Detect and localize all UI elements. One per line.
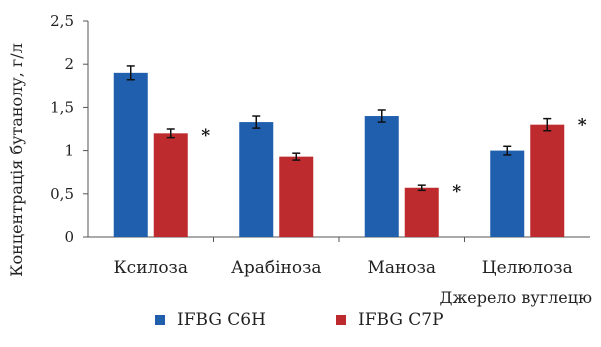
bar-ifbg-c7p	[404, 187, 439, 237]
legend-entry: IFBG C6H	[177, 310, 266, 330]
y-axis-label: Концентрація бутанолу, г/л	[7, 43, 26, 277]
significance-marker: *	[201, 126, 210, 146]
y-tick-label: 0	[64, 228, 74, 246]
legend-entry: IFBG C7P	[358, 310, 444, 330]
y-axis-ticks: 0 0,5 1 1,5 2 2,5	[50, 12, 88, 246]
bar-ifbg-c7p	[279, 156, 314, 237]
bars-group: * * *	[113, 65, 587, 237]
bar-ifbg-c6h	[364, 116, 399, 237]
y-tick-label: 2,5	[50, 12, 74, 30]
category-label: Арабіноза	[231, 258, 322, 278]
x-axis-label: Джерело вуглецю	[440, 288, 593, 307]
significance-marker: *	[452, 182, 461, 202]
y-tick-label: 1,5	[50, 98, 74, 116]
bar-ifbg-c7p	[530, 124, 565, 237]
category-label: Ксилоза	[114, 258, 188, 278]
bar-ifbg-c6h	[490, 150, 525, 237]
category-label: Целюлоза	[482, 258, 573, 278]
y-tick-label: 1	[64, 142, 74, 160]
legend-swatch	[336, 315, 346, 325]
legend-swatch	[155, 315, 165, 325]
bar-ifbg-c7p	[153, 133, 188, 237]
bar-ifbg-c6h	[239, 122, 274, 237]
legend: IFBG C6H IFBG C7P	[155, 310, 444, 330]
significance-marker: *	[578, 116, 587, 136]
y-tick-label: 2	[64, 55, 74, 73]
category-labels: Ксилоза Арабіноза Маноза Целюлоза	[114, 237, 573, 278]
bar-ifbg-c6h	[113, 72, 148, 237]
category-label: Маноза	[367, 258, 436, 278]
y-tick-label: 0,5	[50, 185, 74, 203]
